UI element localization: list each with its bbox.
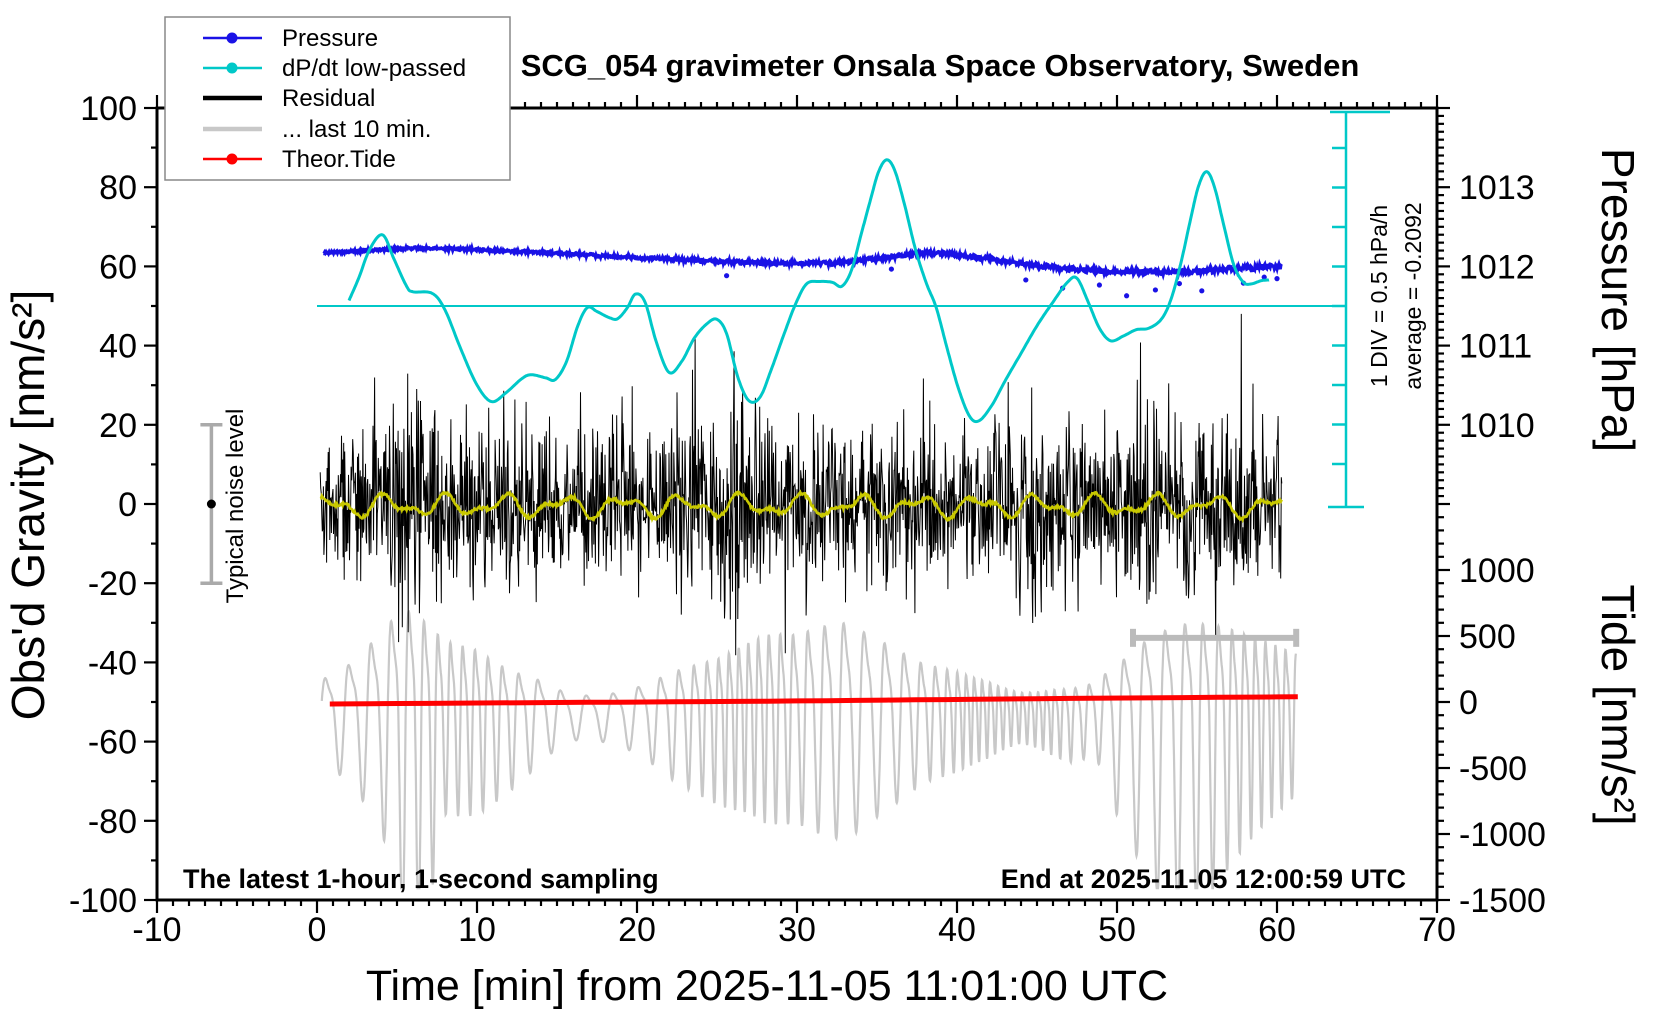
x-tick-label: 40	[938, 911, 976, 949]
gravity-tick-label: -100	[69, 882, 137, 920]
gravity-tick-label: 20	[99, 407, 137, 445]
x-tick-label: 0	[308, 911, 327, 949]
legend-item: Theor.Tide	[203, 146, 396, 173]
theor-tide-series	[329, 694, 1298, 707]
residual-series	[319, 313, 1283, 656]
last10min-series	[320, 609, 1297, 890]
x-tick-label: -10	[132, 911, 181, 949]
legend-item-label: dP/dt low-passed	[282, 55, 466, 82]
noise-level-dot	[206, 499, 216, 509]
annotation-layer	[200, 110, 1390, 647]
tide-tick-label: -500	[1459, 750, 1527, 788]
legend-marker-dot	[226, 153, 238, 165]
x-tick-label: 60	[1258, 911, 1296, 949]
pressure-tick-label: 1012	[1459, 248, 1535, 286]
x-tick-label: 10	[458, 911, 496, 949]
legend-item: Residual	[203, 85, 375, 112]
y-left-axis-title: Obs'd Gravity [nm/s²]	[2, 290, 54, 721]
legend-marker-dot	[226, 32, 238, 44]
tide-tick-label: -1000	[1459, 816, 1546, 854]
series-layer	[317, 158, 1346, 890]
pressure-axis-title: Pressure [hPa]	[1592, 148, 1644, 452]
last10-window-bar	[1130, 628, 1300, 647]
legend-item: dP/dt low-passed	[203, 55, 466, 82]
x-tick-label: 20	[618, 911, 656, 949]
pressure-tick-label: 1010	[1459, 407, 1535, 445]
legend-item-label: Theor.Tide	[282, 146, 396, 173]
legend-item-label: Residual	[282, 85, 375, 112]
tide-tick-label: 0	[1459, 684, 1478, 722]
x-tick-label: 30	[778, 911, 816, 949]
tide-tick-label: 500	[1459, 618, 1516, 656]
div-scale-ruler	[1328, 110, 1390, 509]
x-tick-label: 50	[1098, 911, 1136, 949]
gravity-tick-label: 60	[99, 248, 137, 286]
footer-left: The latest 1-hour, 1-second sampling	[183, 864, 659, 894]
average-label: average = -0.2092	[1400, 202, 1426, 389]
residual-lowpass-series	[319, 489, 1283, 524]
legend-item: ... last 10 min.	[203, 116, 431, 143]
div-scale-label: 1 DIV = 0.5 hPa/h	[1366, 205, 1392, 387]
gravity-tick-label: 100	[80, 90, 137, 128]
noise-level-bar	[200, 423, 223, 585]
legend: Pressure dP/dt low-passed Residual ... last…	[164, 16, 511, 181]
noise-level-label: Typical noise level	[222, 409, 249, 604]
gravity-tick-label: 80	[99, 169, 137, 207]
gravity-tick-label: 0	[118, 486, 137, 524]
legend-item: Pressure	[203, 25, 378, 52]
gravity-tick-label: 40	[99, 328, 137, 366]
frame-layer: -10 0 10 20 30 40 50 60 70-100-80-60-40-20020406…	[69, 90, 1546, 949]
x-tick-label: 70	[1418, 911, 1456, 949]
x-axis-title: Time [min] from 2025-11-05 11:01:00 UTC	[366, 962, 1168, 1010]
gravity-tick-label: -60	[88, 724, 137, 762]
gravity-tick-label: -20	[88, 565, 137, 603]
pressure-series	[322, 241, 1283, 281]
page-title: SCG_054 gravimeter Onsala Space Observat…	[521, 48, 1360, 83]
tide-tick-label: 1000	[1459, 552, 1535, 590]
legend-marker-dot	[226, 62, 238, 74]
dpdt-series	[347, 158, 1270, 424]
tide-axis-title: Tide [nm/s²]	[1592, 584, 1644, 825]
tide-tick-label: -1500	[1459, 882, 1546, 920]
axis-tick-labels: -10 0 10 20 30 40 50 60 70-100-80-60-40-20020406…	[69, 90, 1546, 949]
gravity-tick-label: -80	[88, 803, 137, 841]
legend-item-label: Pressure	[282, 25, 378, 52]
footer-right: End at 2025-11-05 12:00:59 UTC	[1001, 864, 1406, 894]
gravity-tick-label: -40	[88, 644, 137, 682]
pressure-tick-label: 1011	[1459, 328, 1532, 366]
legend-item-label: ... last 10 min.	[282, 116, 431, 143]
pressure-tick-label: 1013	[1459, 169, 1535, 207]
